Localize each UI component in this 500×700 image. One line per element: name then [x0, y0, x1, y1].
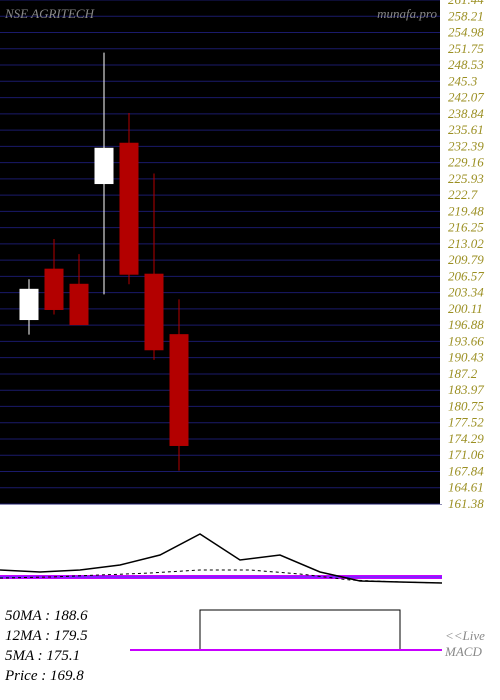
y-axis-label: 196.88 [448, 317, 484, 332]
price-panel [0, 0, 442, 504]
candle-body [145, 274, 163, 350]
candle-body [120, 143, 138, 274]
y-axis-label: 190.43 [448, 350, 484, 365]
y-axis-label: 187.2 [448, 366, 478, 381]
y-axis-label: 164.61 [448, 480, 484, 495]
watermark: munafa.pro [377, 6, 437, 21]
y-axis-label: 258.21 [448, 8, 484, 23]
chart-svg: 261.44258.21 254.98251.75248.53245.3 242.0… [0, 0, 500, 700]
y-axis-label: 177.52 [448, 415, 484, 430]
stock-chart: 261.44258.21 254.98251.75248.53245.3 242.0… [0, 0, 500, 700]
candle-body [45, 269, 63, 309]
y-axis-label: 174.29 [448, 431, 484, 446]
y-axis-label: 248.53 [448, 57, 484, 72]
y-axis-label: 254.98 [448, 25, 484, 40]
info-line: 12MA : 179.5 [5, 628, 88, 644]
y-axis-label: 238.84 [448, 106, 484, 121]
y-axis-label: 222.7 [448, 187, 478, 202]
y-axis-label: 171.06 [448, 447, 484, 462]
y-axis-label: 251.75 [448, 41, 484, 56]
y-axis-label: 209.79 [448, 252, 484, 267]
y-axis-label: 225.93 [448, 171, 484, 186]
info-line: 5MA : 175.1 [5, 648, 80, 664]
candle-body [170, 335, 188, 446]
y-axis-label: 229.16 [448, 155, 484, 170]
y-axis-label: 216.25 [448, 220, 484, 235]
y-axis-label: 180.75 [448, 398, 484, 413]
y-axis-label: 161.38 [448, 496, 484, 511]
y-axis-label: 193.66 [448, 333, 484, 348]
macd-label: MACD [444, 644, 482, 659]
candle-body [95, 148, 113, 183]
info-line: 50MA : 188.6 [5, 608, 88, 624]
y-axis-label: 245.3 [448, 73, 478, 88]
y-axis-label: 232.39 [448, 138, 484, 153]
ticker-label: NSE AGRITECH [4, 6, 95, 21]
y-axis-label: 203.34 [448, 285, 484, 300]
candle-body [20, 289, 38, 319]
info-line: Price : 169.8 [4, 668, 84, 684]
y-axis-label: 206.57 [448, 268, 484, 283]
candle-body [70, 284, 88, 324]
y-axis-label: 242.07 [448, 90, 484, 105]
y-axis-label: 261.44 [448, 0, 484, 7]
y-axis-label: 167.84 [448, 463, 484, 478]
macd-live-label: <<Live [445, 628, 485, 643]
y-axis-label: 235.61 [448, 122, 484, 137]
y-axis-label: 183.97 [448, 382, 484, 397]
y-axis-label: 213.02 [448, 236, 484, 251]
y-axis-label: 200.11 [448, 301, 483, 316]
y-axis-label: 219.48 [448, 203, 484, 218]
